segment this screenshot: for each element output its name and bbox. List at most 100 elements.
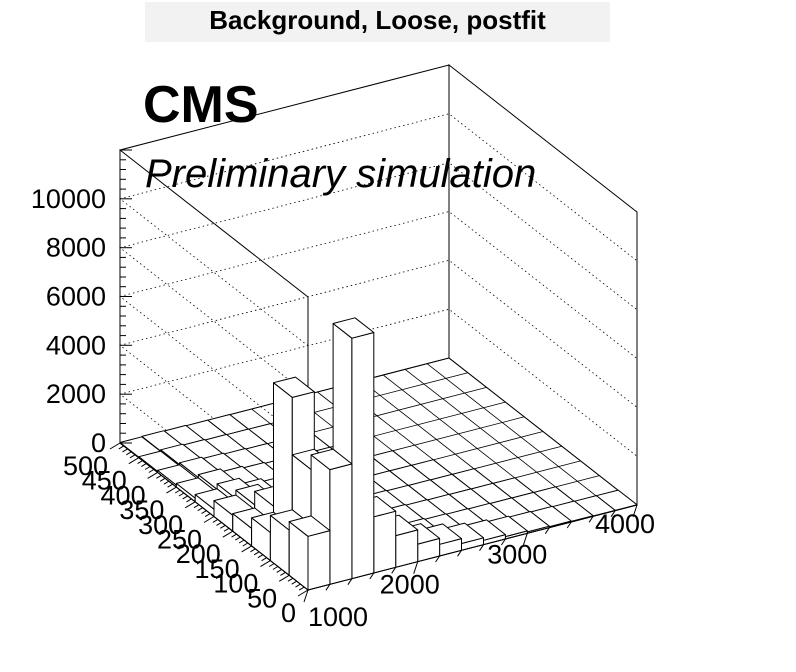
y-tick bbox=[242, 542, 249, 547]
y-tick bbox=[141, 463, 147, 468]
y-tick bbox=[250, 548, 256, 553]
z-gridline bbox=[119, 162, 638, 396]
x-tick bbox=[479, 544, 484, 551]
x-tick bbox=[588, 516, 594, 523]
y-tick bbox=[204, 513, 211, 518]
y-tick bbox=[182, 495, 188, 500]
x-tick bbox=[566, 521, 572, 529]
y-tick bbox=[178, 492, 185, 497]
y-tick bbox=[201, 510, 207, 515]
y-tick-label: 50 bbox=[247, 583, 277, 613]
y-tick bbox=[231, 533, 237, 538]
bar-front-face bbox=[395, 529, 419, 568]
bar-front-face bbox=[351, 332, 375, 580]
y-tick-label: 150 bbox=[195, 554, 240, 584]
y-tick bbox=[197, 507, 203, 512]
y-tick bbox=[278, 574, 290, 582]
y-tick bbox=[156, 474, 162, 479]
z-gridline bbox=[119, 308, 638, 542]
y-tick bbox=[148, 469, 155, 473]
y-tick bbox=[166, 486, 177, 494]
y-tick bbox=[260, 560, 271, 568]
z-tick-label: 0 bbox=[91, 428, 106, 458]
y-tick bbox=[287, 577, 294, 582]
y-tick bbox=[144, 466, 151, 470]
y-tick bbox=[253, 551, 260, 556]
bar-top-face bbox=[288, 515, 331, 537]
x-tick bbox=[457, 550, 462, 557]
y-tick bbox=[159, 477, 166, 482]
x-tick bbox=[610, 510, 616, 517]
x-tick bbox=[544, 527, 550, 534]
y-tick bbox=[129, 454, 136, 459]
title-box bbox=[145, 2, 610, 42]
y-tick bbox=[297, 589, 309, 597]
x-tick bbox=[413, 561, 419, 574]
y-tick bbox=[126, 451, 132, 456]
y-tick-label: 0 bbox=[281, 598, 296, 628]
y-tick bbox=[212, 518, 219, 523]
bar-front-face bbox=[329, 463, 353, 585]
x-tick-label: 4000 bbox=[595, 509, 655, 539]
y-tick bbox=[167, 483, 173, 488]
y-tick bbox=[193, 504, 200, 509]
y-tick bbox=[235, 536, 241, 541]
y-tick bbox=[223, 527, 230, 532]
z-tick-label: 6000 bbox=[46, 282, 106, 312]
x-tick bbox=[500, 538, 506, 546]
y-tick bbox=[220, 524, 226, 529]
y-tick bbox=[280, 571, 286, 576]
z-gridline bbox=[119, 259, 638, 493]
y-tick-label: 100 bbox=[213, 569, 258, 599]
lego-bar bbox=[288, 515, 331, 591]
x-tick bbox=[347, 578, 353, 585]
x-tick bbox=[522, 533, 528, 546]
x-tick-label: 2000 bbox=[380, 570, 440, 600]
x-tick bbox=[369, 572, 375, 580]
bar-top-face bbox=[273, 376, 315, 398]
bar-front-face bbox=[307, 530, 331, 591]
y-tick bbox=[261, 557, 267, 562]
y-tick bbox=[203, 516, 215, 523]
y-tick bbox=[222, 530, 234, 538]
bar-top-face bbox=[332, 317, 375, 339]
y-tick bbox=[184, 501, 196, 509]
y-tick bbox=[295, 583, 301, 588]
x-tick bbox=[435, 555, 441, 563]
y-tick bbox=[147, 471, 158, 479]
y-tick-label: 500 bbox=[63, 451, 108, 481]
x-tick bbox=[632, 504, 638, 518]
z-tick-label: 4000 bbox=[46, 330, 106, 360]
x-tick bbox=[303, 589, 309, 603]
y-tick bbox=[128, 457, 140, 465]
y-tick bbox=[137, 460, 143, 465]
y-tick bbox=[238, 539, 245, 544]
z-tick-label: 8000 bbox=[46, 233, 106, 263]
x-tick-label: 3000 bbox=[487, 539, 547, 569]
x-tick bbox=[325, 584, 331, 591]
chart-title: Background, Loose, postfit bbox=[209, 5, 546, 35]
y-tick bbox=[122, 448, 128, 453]
bar-top-face bbox=[310, 448, 353, 471]
y-tick bbox=[298, 586, 305, 591]
y-tick bbox=[241, 545, 252, 553]
z-gridline bbox=[119, 211, 638, 444]
x-axis-line bbox=[307, 504, 638, 591]
z-tick-label: 10000 bbox=[31, 184, 106, 214]
y-tick-label: 300 bbox=[138, 510, 183, 540]
y-tick-label: 450 bbox=[82, 466, 127, 496]
y-tick bbox=[174, 489, 181, 494]
y-tick-label: 400 bbox=[101, 480, 146, 510]
y-tick bbox=[186, 498, 192, 503]
y-tick bbox=[272, 566, 279, 570]
y-tick-label: 350 bbox=[119, 495, 164, 525]
y-tick bbox=[163, 480, 170, 485]
y-tick bbox=[118, 445, 125, 450]
cms-sublabel: Preliminary simulation bbox=[145, 152, 537, 196]
z-gridline bbox=[119, 113, 638, 347]
y-tick bbox=[268, 563, 275, 567]
z-tick-label: 2000 bbox=[46, 379, 106, 409]
y-tick-label: 250 bbox=[157, 525, 202, 555]
y-tick bbox=[257, 554, 264, 559]
